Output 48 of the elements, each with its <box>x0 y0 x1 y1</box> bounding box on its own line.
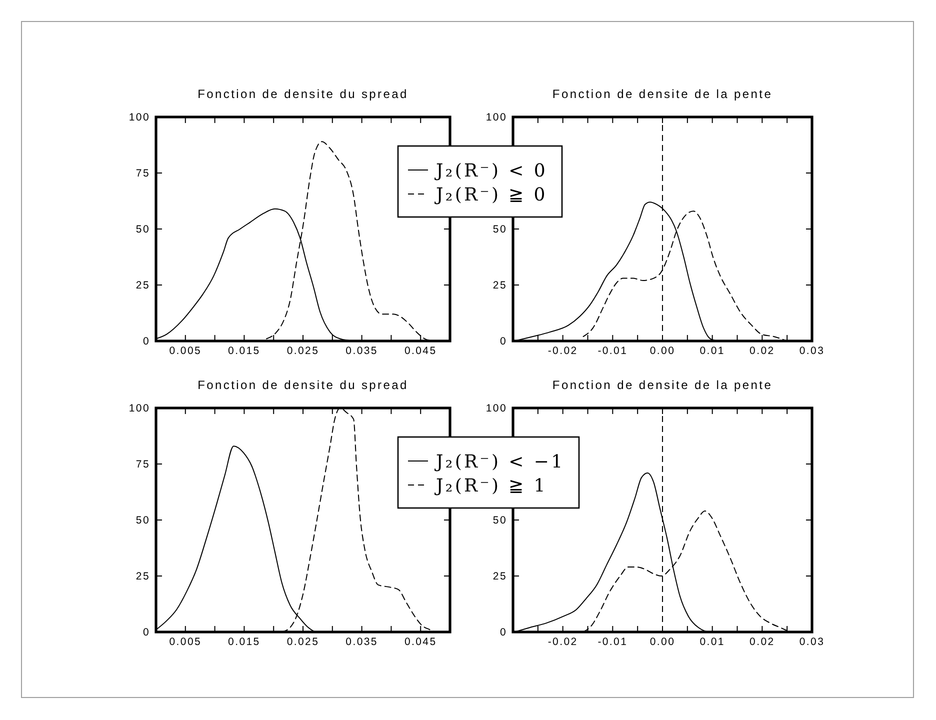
x-tick-label: 0.03 <box>799 636 825 648</box>
y-tick-label: 0 <box>500 626 507 639</box>
x-tick-label: 0.01 <box>700 345 725 357</box>
x-tick-label: 0.02 <box>750 636 775 648</box>
y-tick-label: 75 <box>136 458 150 471</box>
x-tick-label: 0.02 <box>750 345 775 357</box>
x-tick-label: 0.01 <box>700 636 725 648</box>
y-tick-label: 25 <box>492 280 507 292</box>
y-tick-label: 25 <box>492 570 507 583</box>
x-tick-label: 0.035 <box>346 345 378 357</box>
y-tick-label: 0 <box>142 336 150 348</box>
y-tick-label: 100 <box>128 402 150 415</box>
x-tick-label: 0.045 <box>404 345 437 357</box>
chart-title: Fonction de densite de la pente <box>552 378 773 392</box>
chart-title: Fonction de densite du spread <box>198 87 408 101</box>
y-tick-label: 25 <box>136 570 150 583</box>
chart-title: Fonction de densite du spread <box>198 378 408 392</box>
x-tick-label: 0.015 <box>228 636 260 648</box>
y-tick-label: 50 <box>492 224 507 236</box>
y-tick-label: 50 <box>136 224 150 236</box>
x-tick-label: 0.045 <box>404 636 437 648</box>
y-tick-label: 0 <box>142 626 150 639</box>
legend-label: J₂(R⁻) ≧ 1 <box>434 475 548 496</box>
x-tick-label: -0.02 <box>548 636 578 648</box>
x-tick-label: -0.01 <box>598 636 628 648</box>
x-tick-label: 0.03 <box>799 345 825 357</box>
y-tick-label: 75 <box>136 168 150 180</box>
y-tick-label: 100 <box>486 402 507 415</box>
legend-label: J₂(R⁻) < 0 <box>434 160 548 182</box>
x-tick-label: 0.025 <box>286 636 320 648</box>
y-tick-label: 0 <box>500 336 507 348</box>
x-tick-label: 0.00 <box>650 345 676 357</box>
x-tick-label: 0.005 <box>169 345 202 357</box>
x-tick-label: -0.02 <box>548 345 578 357</box>
x-tick-label: 0.035 <box>346 636 378 648</box>
x-tick-label: -0.01 <box>598 345 628 357</box>
x-tick-label: 0.005 <box>169 636 202 648</box>
legend-label: J₂(R⁻) < −1 <box>434 451 565 472</box>
y-tick-label: 100 <box>128 112 150 124</box>
chart-title: Fonction de densite de la pente <box>552 87 773 101</box>
y-tick-label: 50 <box>136 514 150 527</box>
x-tick-label: 0.025 <box>286 345 320 357</box>
y-tick-label: 50 <box>492 514 507 527</box>
x-tick-label: 0.015 <box>228 345 260 357</box>
legend-label: J₂(R⁻) ≧ 0 <box>434 184 548 206</box>
y-tick-label: 100 <box>486 112 507 124</box>
x-tick-label: 0.00 <box>650 636 676 648</box>
y-tick-label: 25 <box>136 280 150 292</box>
